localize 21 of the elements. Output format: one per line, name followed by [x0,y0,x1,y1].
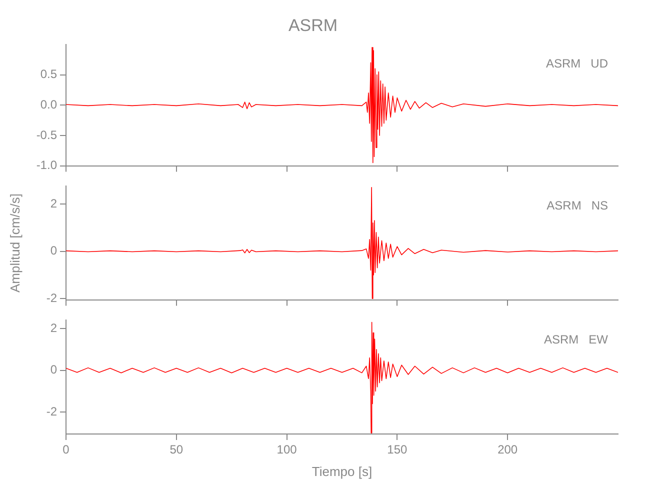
annotation: ASRM NS [546,198,608,213]
y-tick-label: 0.0 [40,97,58,112]
y-tick-label: 2 [50,196,58,210]
y-tick-label: -2 [46,290,58,305]
y-tick-label: 2 [50,320,58,335]
y-tick-label: 0 [50,362,58,377]
x-tick-label: 200 [498,442,518,457]
x-tick-label: 150 [387,442,408,457]
x-tick-label: 100 [276,442,298,457]
annotation: ASRM UD [546,56,608,71]
x-tick-label: 50 [170,442,184,457]
y-tick-label: 0 [50,244,58,258]
y-tick-label: 0.5 [40,67,58,82]
y-tick-label: -0.5 [36,128,58,142]
annotation: ASRM EW [544,332,609,347]
y-tick-label: -1.0 [36,158,58,172]
x-axis-title: Tiempo [s] [312,464,372,479]
y-tick-label: -2 [46,404,58,418]
chart-title: ASRM [288,16,338,35]
y-axis-title: Amplitud [cm/s/s] [7,194,22,292]
x-tick-label: 0 [62,442,70,457]
